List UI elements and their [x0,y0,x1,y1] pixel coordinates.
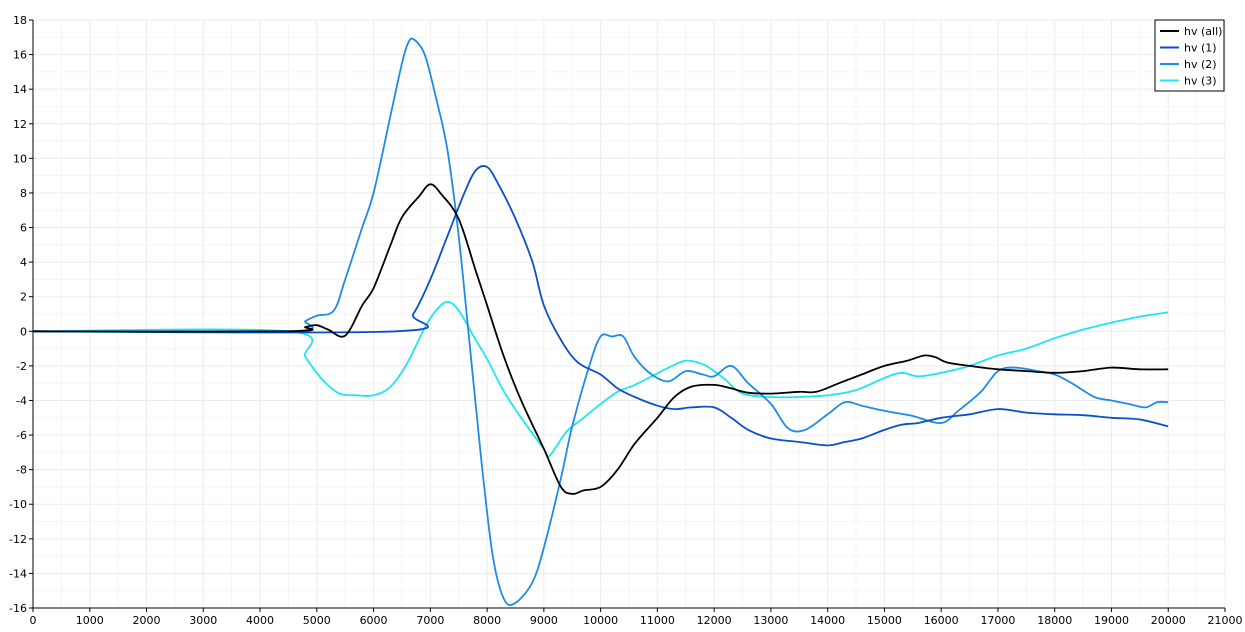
x-tick-label: 19000 [1094,614,1129,627]
grid [32,19,1226,609]
y-tick-label: 12 [13,118,27,131]
y-tick-label: -8 [16,464,27,477]
series-line-3 [32,301,1169,458]
axes [32,20,1225,609]
y-tick-label: -14 [9,567,27,580]
x-tick-label: 15000 [867,614,902,627]
x-tick-label: 14000 [810,614,845,627]
y-tick-label: -6 [16,429,27,442]
x-tick-label: 1000 [76,614,104,627]
x-tick-label: 13000 [753,614,788,627]
y-tick-label: 2 [20,291,27,304]
legend-label: hv (1) [1184,42,1217,55]
y-tick-label: 16 [13,49,27,62]
y-tick-label: -4 [16,394,27,407]
x-tick-label: 21000 [1208,614,1243,627]
x-tick-label: 16000 [924,614,959,627]
y-tick-label: -10 [9,498,27,511]
x-tick-label: 0 [30,614,37,627]
x-tick-label: 11000 [640,614,675,627]
legend-label: hv (2) [1184,58,1217,71]
x-tick-label: 10000 [583,614,618,627]
series-line-2 [32,37,1169,606]
x-axis-ticks: 0 1000 2000 3000 4000 5000 6000 7000 8000 9000 100… [30,608,1243,627]
legend-label: hv (3) [1184,75,1217,88]
y-tick-label: 4 [20,256,27,269]
y-tick-label: -12 [9,533,27,546]
x-tick-label: 2000 [133,614,161,627]
x-tick-label: 18000 [1037,614,1072,627]
y-tick-label: 14 [13,83,27,96]
x-tick-label: 5000 [303,614,331,627]
x-tick-label: 20000 [1151,614,1186,627]
legend-label: hv (all) [1184,25,1222,38]
x-tick-label: 8000 [473,614,501,627]
y-tick-label: -2 [16,360,27,373]
x-tick-label: 9000 [530,614,558,627]
x-tick-label: 7000 [416,614,444,627]
x-tick-label: 6000 [360,614,388,627]
y-tick-label: 6 [20,222,27,235]
x-tick-label: 12000 [697,614,732,627]
y-tick-label: 18 [13,14,27,27]
legend: hv (all) hv (1) hv (2) hv (3) [1154,19,1225,92]
series-line-1 [32,165,1169,447]
x-tick-label: 17000 [980,614,1015,627]
y-tick-label: 10 [13,152,27,165]
x-tick-label: 4000 [246,614,274,627]
y-tick-label: 8 [20,187,27,200]
y-axis-ticks: -16 -14 -12 -10 -8 -6 -4 -2 0 2 4 6 8 10 12 14 16 18 [9,14,33,615]
y-tick-label: -16 [9,602,27,615]
series-lines [32,37,1169,606]
y-tick-label: 0 [20,325,27,338]
series-line-0 [32,183,1169,495]
x-tick-label: 3000 [189,614,217,627]
